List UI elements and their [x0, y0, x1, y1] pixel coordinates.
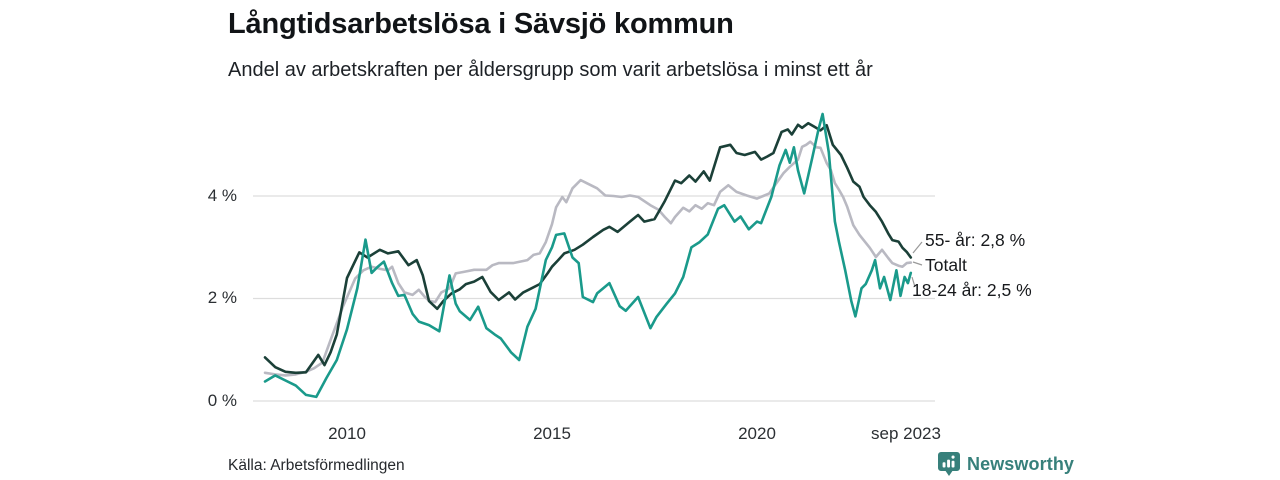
series-label-18-24: 18-24 år: 2,5 % — [912, 280, 1032, 300]
series-lines — [263, 112, 913, 399]
chart-title: Långtidsarbetslösa i Sävsjö kommun — [228, 8, 734, 40]
series-line-18-24 — [263, 112, 913, 399]
brand-name: Newsworthy — [967, 454, 1075, 474]
series-label-55: 55- år: 2,8 % — [925, 230, 1026, 250]
connector-totalt — [912, 261, 923, 266]
x-tick-label-2020: 2020 — [738, 424, 776, 443]
x-tick-label-sep-2023: sep 2023 — [871, 424, 941, 443]
series-line-totalt — [263, 140, 913, 377]
chart-subtitle: Andel av arbetskraften per åldersgrupp s… — [228, 59, 873, 81]
connector-55 — [912, 241, 923, 254]
x-tick-label-2015: 2015 — [533, 424, 571, 443]
y-tick-label-4pct: 4 % — [207, 186, 237, 205]
source-note: Källa: Arbetsförmedlingen — [228, 457, 405, 474]
x-tick-label-2010: 2010 — [328, 424, 366, 443]
newsworthy-logo-icon — [938, 452, 960, 477]
y-tick-label-2pct: 2 % — [207, 288, 237, 307]
series-label-totalt: Totalt — [925, 255, 967, 275]
y-tick-label-0pct: 0 % — [207, 391, 237, 410]
connector-18-24 — [911, 276, 916, 288]
label-connectors — [911, 241, 923, 288]
series-line-55 — [263, 121, 913, 375]
brand-lockup: Newsworthy — [938, 452, 1074, 477]
